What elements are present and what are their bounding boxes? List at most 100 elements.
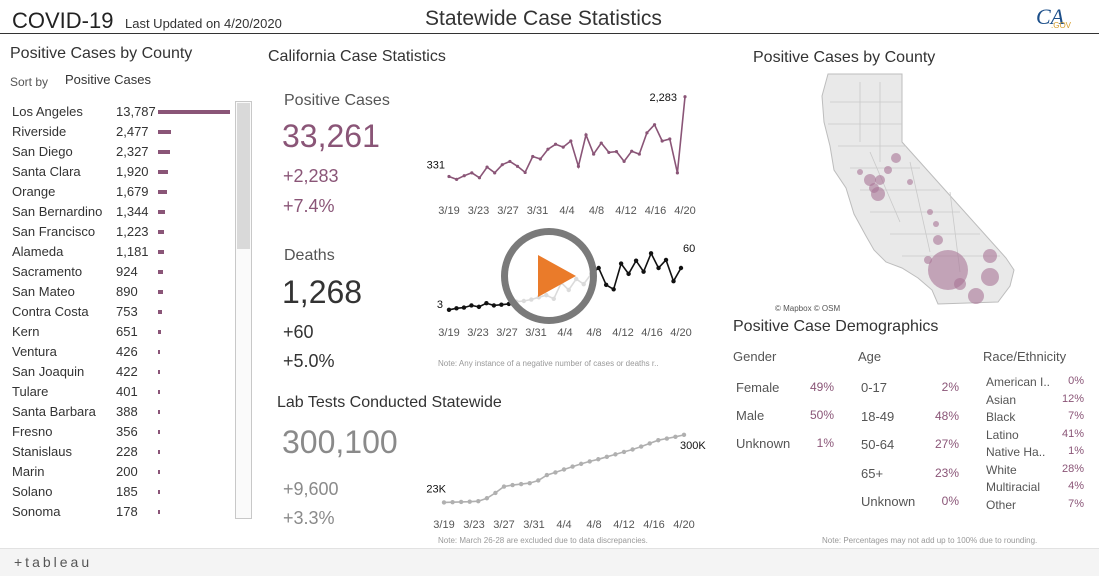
county-row[interactable]: Kern 651: [12, 324, 234, 344]
bubble-riverside: [981, 268, 999, 286]
county-value: 2,327: [116, 144, 149, 159]
age-row-label: 50-64: [861, 437, 895, 452]
county-name: Los Angeles: [12, 104, 83, 119]
county-name: Sacramento: [12, 264, 83, 279]
race-row-label: American I..: [986, 375, 1051, 389]
county-row[interactable]: Marin 200: [12, 464, 234, 484]
bubble-san-bernardino: [983, 249, 997, 263]
county-row[interactable]: Tulare 401: [12, 384, 234, 404]
county-row[interactable]: Orange 1,679: [12, 184, 234, 204]
deaths-total: 1,268: [282, 274, 363, 310]
deaths-change: +60: [283, 322, 314, 342]
county-name: Santa Barbara: [12, 404, 96, 419]
county-bar: [158, 430, 160, 434]
data-point: [660, 139, 664, 143]
data-point: [596, 457, 601, 462]
county-row[interactable]: Riverside 2,477: [12, 124, 234, 144]
data-point: [561, 467, 567, 472]
age-header: Age: [858, 349, 882, 364]
county-row[interactable]: Ventura 426: [12, 344, 234, 364]
county-list: Los Angeles 13,787 Riverside 2,477 San Diego…: [12, 104, 234, 524]
x-tick-label: 3/31: [523, 519, 544, 531]
sort-by-dropdown[interactable]: Positive Cases: [65, 72, 151, 87]
data-point: [523, 170, 527, 175]
county-row[interactable]: San Joaquin 422: [12, 364, 234, 384]
county-value: 200: [116, 464, 138, 479]
county-list-scrollbar[interactable]: [235, 101, 252, 519]
county-name: Solano: [12, 484, 53, 499]
x-tick-label: 4/12: [612, 327, 633, 339]
county-name: Santa Clara: [12, 164, 81, 179]
county-row[interactable]: Alameda 1,181: [12, 244, 234, 264]
x-tick-label: 4/20: [670, 327, 691, 339]
bubble-san-mateo: [869, 183, 879, 193]
header-divider: [0, 33, 1099, 34]
data-point: [493, 171, 497, 175]
county-bar: [158, 130, 171, 134]
lab-tests-chart[interactable]: 3/19 3/23 3/27 3/31 4/4 4/8 4/12 4/16 4/20 23K 300…: [420, 422, 715, 534]
county-bar: [158, 230, 165, 234]
data-point: [641, 269, 646, 274]
data-point: [527, 480, 532, 486]
x-tick-label: 4/12: [613, 519, 634, 531]
bubble-contra-costa: [884, 166, 892, 174]
gender-row-pct: 49%: [809, 380, 834, 394]
county-name: Alameda: [12, 244, 64, 259]
county-bar: [158, 110, 230, 114]
lab-tests-change: +9,600: [283, 479, 339, 499]
county-row[interactable]: Stanislaus 228: [12, 444, 234, 464]
data-point: [599, 141, 603, 145]
county-row[interactable]: Fresno 356: [12, 424, 234, 444]
county-row[interactable]: Los Angeles 13,787: [12, 104, 234, 124]
county-row[interactable]: Santa Barbara 388: [12, 404, 234, 424]
data-point: [570, 464, 575, 469]
x-tick-label: 3/23: [468, 205, 489, 217]
county-row[interactable]: Sonoma 178: [12, 504, 234, 524]
play-button[interactable]: [501, 228, 597, 324]
race-row-pct: 0%: [1068, 375, 1084, 387]
data-point: [477, 176, 482, 180]
map-credit: © Mapbox © OSM: [775, 304, 841, 313]
data-point: [652, 123, 657, 127]
county-bar: [158, 150, 171, 154]
tableau-logo[interactable]: +tableau: [14, 554, 93, 570]
bubble-san-joaquin: [907, 179, 913, 185]
bubble-san-diego: [968, 288, 984, 304]
county-row[interactable]: San Bernardino 1,344: [12, 204, 234, 224]
lab-tests-total: 300,100: [282, 424, 398, 460]
county-value: 1,181: [116, 244, 149, 259]
data-point: [491, 303, 497, 308]
county-row[interactable]: San Francisco 1,223: [12, 224, 234, 244]
data-point: [638, 444, 644, 449]
data-point: [458, 499, 464, 505]
county-row[interactable]: San Mateo 890: [12, 284, 234, 304]
county-row[interactable]: Sacramento 924: [12, 264, 234, 284]
bubble-fresno: [927, 209, 933, 215]
county-bar: [158, 470, 160, 474]
county-row[interactable]: Santa Clara 1,920: [12, 164, 234, 184]
gender-row-label: Female: [736, 380, 780, 395]
data-point: [633, 258, 639, 263]
positive-cases-chart[interactable]: 3/19 3/23 3/27 3/31 4/4 4/8 4/12 4/16 4/20 331 2,2…: [425, 82, 715, 222]
data-point: [603, 282, 609, 288]
positive-cases-label: Positive Cases: [284, 92, 390, 109]
county-row[interactable]: Solano 185: [12, 484, 234, 504]
race-row-pct: 1%: [1068, 445, 1084, 457]
data-point: [671, 279, 676, 284]
race-row-pct: 12%: [1061, 392, 1084, 405]
county-row[interactable]: San Diego 2,327: [12, 144, 234, 164]
county-row[interactable]: Contra Costa 753: [12, 304, 234, 324]
county-name: Marin: [12, 464, 45, 479]
california-map[interactable]: [810, 72, 1030, 308]
x-tick-label: 4/4: [557, 327, 572, 339]
data-point: [499, 302, 504, 307]
scrollbar-thumb[interactable]: [237, 103, 250, 249]
bubble-tulare: [933, 221, 939, 227]
data-point: [544, 472, 550, 478]
ca-gov-logo[interactable]: CA .GOV: [1034, 4, 1074, 32]
sort-by-label: Sort by: [10, 75, 49, 89]
county-value: 228: [116, 444, 138, 459]
age-row-label: 65+: [861, 465, 884, 481]
gender-row-label: Unknown: [736, 436, 791, 451]
county-value: 651: [116, 324, 138, 339]
